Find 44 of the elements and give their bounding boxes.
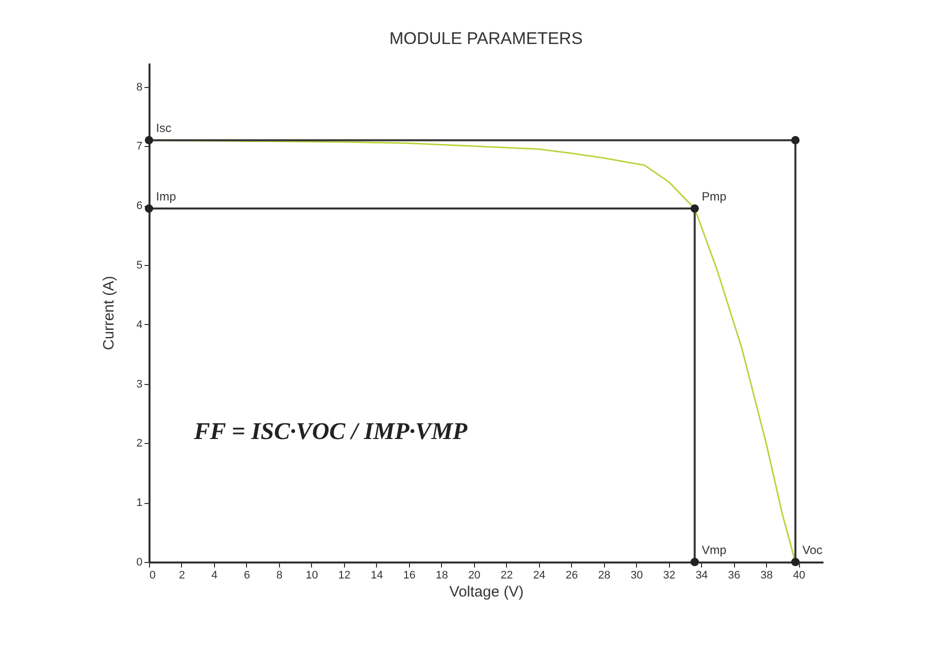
x-tick-label: 4 — [211, 570, 218, 582]
x-tick-label: 0 — [150, 570, 156, 582]
y-axis-title: Current (A) — [100, 276, 118, 350]
y-tick-label: 6 — [136, 200, 142, 212]
y-tick-label: 3 — [136, 378, 142, 390]
x-tick-label: 26 — [566, 570, 578, 582]
annotation: FF = ISC·VOC / IMP·VMP — [193, 419, 468, 445]
x-tick-label: 2 — [178, 570, 186, 582]
y-tick-label: 5 — [136, 259, 142, 272]
annotation: Pmp — [702, 190, 727, 204]
x-tick-label: 20 — [468, 570, 480, 582]
x-axis-title: Voltage (V) — [449, 584, 524, 600]
x-tick-label: 10 — [306, 570, 318, 582]
x-tick-label: 16 — [403, 570, 416, 582]
x-tick-label: 28 — [598, 570, 610, 582]
x-tick-label: 32 — [663, 570, 676, 582]
x-tick-label: 14 — [370, 570, 383, 582]
y-tick-label: 0 — [136, 556, 142, 568]
x-tick-label: 6 — [244, 570, 250, 582]
annotation: Vmp — [702, 543, 727, 557]
x-tick-label: 8 — [276, 570, 282, 582]
y-tick-label: 8 — [136, 81, 142, 94]
x-tick-label: 38 — [760, 570, 773, 582]
chart-title: MODULE PARAMETERS — [389, 29, 583, 48]
point — [690, 204, 699, 213]
x-tick-label: 30 — [630, 570, 643, 582]
x-tick-label: 36 — [728, 570, 740, 582]
point — [690, 558, 699, 566]
x-tick-label: 40 — [793, 570, 806, 582]
point — [144, 136, 154, 144]
x-tick-label: 24 — [533, 570, 546, 582]
x-tick-label: 18 — [436, 570, 448, 582]
y-tick-label: 4 — [136, 318, 142, 331]
x-tick-label: 22 — [500, 570, 513, 582]
x-tick-label: 12 — [338, 570, 351, 582]
annotation: Imp — [156, 190, 176, 204]
annotation: Voc — [802, 543, 822, 557]
point — [791, 136, 800, 144]
x-tick-label: 34 — [696, 570, 708, 582]
y-tick-label: 2 — [136, 438, 142, 450]
y-tick-label: 1 — [136, 497, 142, 510]
annotation: Isc — [156, 121, 172, 136]
y-tick-label: 7 — [136, 140, 142, 153]
point — [791, 558, 800, 566]
